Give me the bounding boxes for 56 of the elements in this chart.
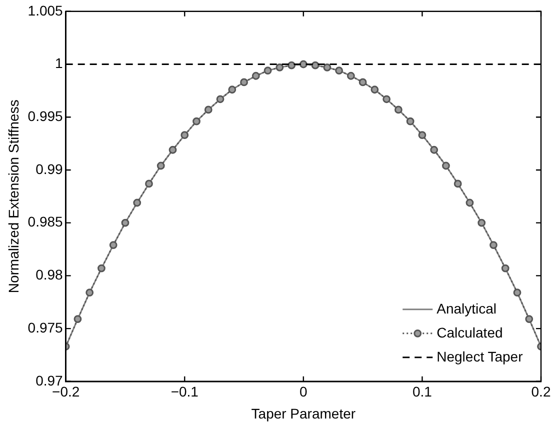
point xyxy=(335,66,344,75)
point xyxy=(311,61,320,70)
y-tick-label: 0.97 xyxy=(36,372,64,388)
point xyxy=(121,218,130,227)
point xyxy=(98,264,106,272)
point xyxy=(358,78,367,86)
y-tick-label: 1 xyxy=(55,55,64,72)
point xyxy=(418,131,426,140)
point xyxy=(513,288,522,297)
y-tick-label: 0.985 xyxy=(28,214,64,230)
point xyxy=(216,95,224,104)
point xyxy=(490,241,498,249)
point xyxy=(442,162,450,170)
point xyxy=(394,106,402,114)
legend-label: Analytical xyxy=(436,300,497,316)
point xyxy=(168,146,177,154)
point xyxy=(192,117,200,126)
legend-label: Calculated xyxy=(436,324,503,340)
y-tick-label: 0.975 xyxy=(28,319,64,336)
x-tick-label: −0.1 xyxy=(170,384,199,400)
point xyxy=(264,66,272,75)
point xyxy=(252,72,260,80)
point xyxy=(180,131,189,140)
point xyxy=(430,146,438,154)
y-tick-label: 0.995 xyxy=(28,108,64,124)
point xyxy=(346,72,355,80)
y-tick-label: 0.99 xyxy=(36,160,64,177)
point xyxy=(109,241,118,249)
point xyxy=(86,288,94,297)
point xyxy=(133,198,142,207)
point xyxy=(299,60,308,68)
point xyxy=(323,63,332,72)
point xyxy=(204,106,212,114)
x-tick-label: 0 xyxy=(300,384,308,400)
point xyxy=(501,264,510,272)
point xyxy=(370,86,379,94)
point xyxy=(156,162,165,170)
point xyxy=(478,218,486,227)
x-tick-label: 0.2 xyxy=(531,384,551,400)
point xyxy=(525,315,534,323)
point xyxy=(382,95,391,104)
point xyxy=(288,61,296,70)
point xyxy=(145,180,153,188)
point xyxy=(228,86,236,94)
point xyxy=(74,315,82,323)
x-tick-label: 0.1 xyxy=(412,384,432,400)
point xyxy=(406,117,414,126)
point xyxy=(466,198,474,207)
y-tick-label: 1.005 xyxy=(28,2,64,18)
point xyxy=(454,180,462,188)
legend-label: Neglect Taper xyxy=(436,348,524,364)
y-axis-title: Normalized Extension Stiffness xyxy=(5,100,22,294)
x-axis-title: Taper Parameter xyxy=(251,405,356,422)
y-tick-label: 0.98 xyxy=(36,266,64,283)
point xyxy=(276,63,284,72)
point xyxy=(240,78,248,86)
